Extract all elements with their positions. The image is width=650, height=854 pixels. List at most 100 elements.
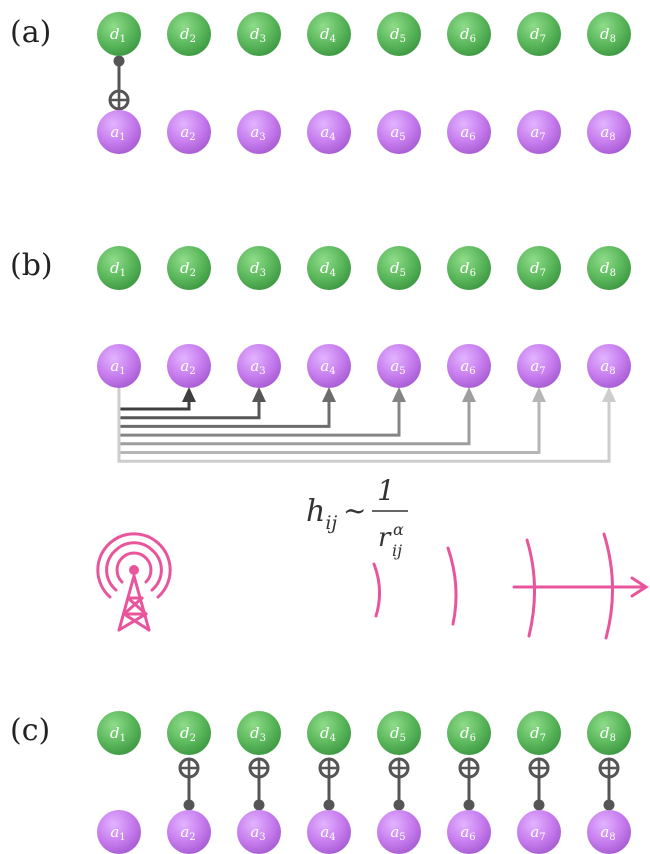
panel-a-ancilla-qubit: a6 (447, 110, 491, 154)
panel-c-data-qubit: d2 (167, 711, 211, 755)
qubit-label: d6 (460, 25, 476, 45)
qubit-label: a6 (460, 823, 475, 843)
formula-lhs: hij (306, 494, 337, 534)
panel-b-ancilla-qubit: a3 (237, 344, 281, 388)
qubit-label: a6 (460, 357, 475, 377)
cnot-gate-c (388, 757, 410, 811)
panel-b-ancilla-qubit: a4 (307, 344, 351, 388)
qubit-label: d8 (600, 724, 616, 744)
panel-c-data-qubit: d8 (587, 711, 631, 755)
interaction-arrowhead (182, 387, 196, 402)
panel-a-ancilla-qubit: a4 (307, 110, 351, 154)
qubit-label: d2 (180, 259, 196, 279)
qubit-label: d5 (390, 724, 406, 744)
panel-a-ancilla-qubit: a5 (377, 110, 421, 154)
panel-b-data-qubit: d3 (237, 246, 281, 290)
qubit-sphere (97, 711, 141, 755)
qubit-label: a5 (390, 357, 405, 377)
qubit-sphere (237, 711, 281, 755)
panel-label-a: (a) (10, 15, 51, 50)
qubit-sphere (377, 344, 421, 388)
qubit-label: a8 (600, 357, 615, 377)
panel-c-data-qubit: d3 (237, 711, 281, 755)
formula-lhs-sub: ij (325, 512, 337, 534)
qubit-label: d7 (530, 259, 546, 279)
qubit-label: d8 (600, 259, 616, 279)
qubit-sphere (517, 810, 561, 854)
qubit-sphere (307, 110, 351, 154)
control-dot (603, 799, 615, 811)
cnot-gate-c (178, 757, 200, 811)
qubit-sphere (377, 810, 421, 854)
qubit-label: a2 (180, 823, 195, 843)
qubit-label: d4 (320, 724, 336, 744)
panel-c-ancilla-qubit: a1 (97, 810, 141, 854)
qubit-label: d7 (530, 724, 546, 744)
cnot-gate-c (248, 757, 270, 811)
control-dot (533, 799, 545, 811)
panel-b-data-qubit: d5 (377, 246, 421, 290)
cnot-gates (108, 55, 620, 811)
interaction-line-a1-a8 (117, 386, 611, 463)
qubit-sphere (377, 246, 421, 290)
qubit-sphere (447, 711, 491, 755)
qubit-sphere (517, 246, 561, 290)
panel-b-data-qubit: d2 (167, 246, 211, 290)
formula-relation: ~ (343, 494, 366, 527)
qubit-sphere (97, 810, 141, 854)
qubit-sphere (447, 12, 491, 56)
qubit-sphere (167, 810, 211, 854)
panel-b-ancilla-qubit: a8 (587, 344, 631, 388)
interaction-arrowhead (462, 387, 476, 402)
panel-c-data-qubit: d6 (447, 711, 491, 755)
interaction-line-a1-a2 (117, 386, 191, 411)
qubit-sphere (587, 12, 631, 56)
qubit-label: d1 (110, 724, 126, 744)
cnot-gate-c (598, 757, 620, 811)
qubit-sphere (517, 344, 561, 388)
qubit-label: d3 (250, 259, 266, 279)
qubit-sphere (167, 711, 211, 755)
qubit-sphere (307, 12, 351, 56)
qubit-sphere (377, 711, 421, 755)
qubit-label: d4 (320, 25, 336, 45)
qubit-label: d6 (460, 259, 476, 279)
qubit-sphere (587, 711, 631, 755)
qubit-label: d6 (460, 724, 476, 744)
cnot-gate-a (108, 55, 130, 111)
cnot-gate-c (528, 757, 550, 811)
qubit-label: d1 (110, 25, 126, 45)
panel-b-data-qubit: d6 (447, 246, 491, 290)
qubit-array: d1 d2 d3 d4 d5 d6 d7 d8 a1 a2 a3 a4 a5 a6 a7 a8 d1 d2 d3 d4… (97, 12, 631, 854)
qubit-label: d7 (530, 25, 546, 45)
panel-c-ancilla-qubit: a8 (587, 810, 631, 854)
qubit-label: a8 (600, 823, 615, 843)
qubit-sphere (307, 810, 351, 854)
panel-a-ancilla-qubit: a8 (587, 110, 631, 154)
cnot-gate-c (458, 757, 480, 811)
qubit-label: a2 (180, 123, 195, 143)
interaction-line-a1-a4 (117, 386, 331, 428)
qubit-label: a7 (530, 357, 545, 377)
qubit-sphere (97, 110, 141, 154)
qubit-label: d5 (390, 259, 406, 279)
qubit-sphere (237, 110, 281, 154)
qubit-sphere (97, 246, 141, 290)
qubit-label: a7 (530, 823, 545, 843)
panel-b-ancilla-qubit: a1 (97, 344, 141, 388)
qubit-sphere (97, 12, 141, 56)
panel-c-data-qubit: d7 (517, 711, 561, 755)
qubit-sphere (447, 810, 491, 854)
qubit-sphere (167, 110, 211, 154)
panel-a-data-qubit: d5 (377, 12, 421, 56)
formula-numerator: 1 (377, 474, 395, 507)
panel-c-data-qubit: d5 (377, 711, 421, 755)
qubit-label: a6 (460, 123, 475, 143)
wavefront-arrow-icon (372, 532, 649, 640)
qubit-label: d2 (180, 25, 196, 45)
qubit-label: d8 (600, 25, 616, 45)
qubit-label: d2 (180, 724, 196, 744)
qubit-label: d4 (320, 259, 336, 279)
qubit-sphere (97, 344, 141, 388)
